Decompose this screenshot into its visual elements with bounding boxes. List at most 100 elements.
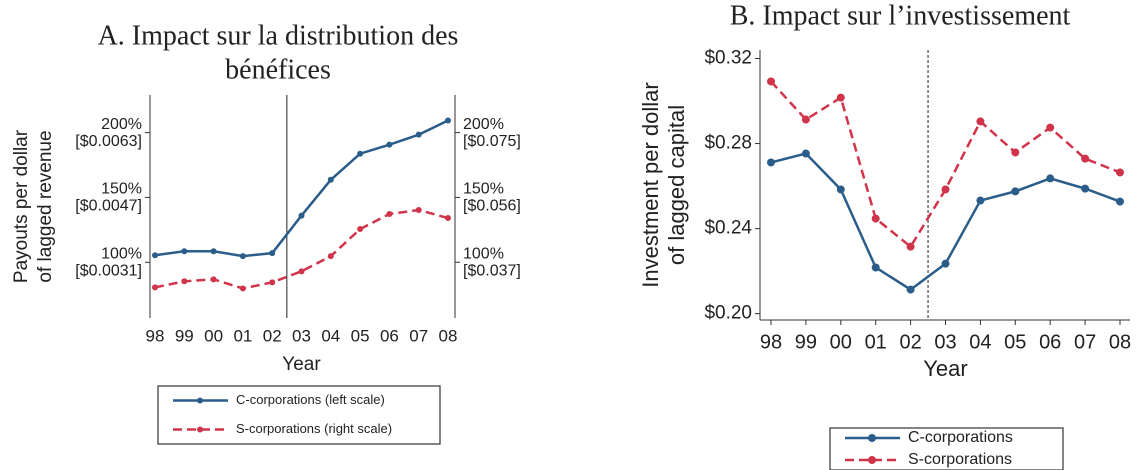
x-tick-label: 98 [146, 326, 165, 345]
y-tick-label: 150% [463, 181, 504, 198]
data-point [801, 149, 810, 158]
y-tick-sublabel: [$0.056] [463, 198, 521, 215]
data-point [327, 176, 334, 183]
data-point [1116, 197, 1124, 206]
y-tick-label: 150% [101, 181, 142, 198]
legend-marker [197, 397, 203, 404]
data-point [836, 93, 845, 102]
x-tick-label: 07 [1074, 331, 1096, 353]
x-tick-label: 08 [1109, 331, 1131, 353]
x-tick-label: 07 [409, 326, 428, 345]
data-point [239, 285, 246, 292]
data-point [1011, 148, 1020, 157]
series-line [770, 152, 1121, 292]
y-axis-label: Payouts per dollar [11, 129, 32, 283]
data-point [767, 77, 775, 86]
data-point [210, 276, 217, 283]
x-tick-label: 05 [351, 326, 370, 345]
data-point [152, 252, 158, 259]
legend-marker [868, 456, 876, 464]
x-tick-label: 99 [795, 331, 817, 353]
y-tick-label: $0.24 [704, 218, 752, 239]
data-point [1046, 123, 1055, 132]
data-point [941, 185, 950, 194]
y-tick-label: $0.20 [704, 303, 752, 324]
data-point [298, 212, 305, 219]
x-tick-label: 00 [204, 326, 223, 345]
y-axis-label: of lagged revenue [35, 130, 56, 282]
legend-marker [868, 434, 876, 442]
x-tick-label: 98 [760, 331, 782, 353]
x-tick-label: 00 [830, 331, 852, 353]
legend-label: S-corporations [908, 451, 1012, 468]
y-tick-label: 200% [463, 116, 504, 133]
y-tick-sublabel: [$0.037] [463, 262, 521, 279]
data-point [415, 131, 422, 138]
x-tick-label: 99 [175, 326, 194, 345]
data-point [298, 268, 305, 275]
y-tick-label: 100% [101, 245, 142, 262]
y-tick-label: 100% [463, 245, 504, 262]
x-tick-label: 04 [321, 326, 340, 345]
x-tick-label: 06 [380, 326, 399, 345]
data-point [357, 150, 364, 157]
x-tick-label: 05 [1004, 331, 1026, 353]
data-point [976, 196, 985, 205]
legend-label: C-corporations (left scale) [236, 392, 385, 407]
data-point [327, 253, 334, 260]
legend-label: S-corporations (right scale) [236, 421, 392, 436]
data-point [1081, 184, 1090, 193]
y-tick-sublabel: [$0.0047] [75, 198, 142, 215]
data-point [386, 211, 393, 218]
x-tick-label: 03 [934, 331, 956, 353]
series-line [154, 119, 449, 258]
y-axis-label: Investment per dollar [638, 82, 663, 287]
data-point [1116, 168, 1124, 177]
data-point [871, 263, 880, 272]
x-tick-label: 01 [233, 326, 252, 345]
data-point [1011, 187, 1020, 196]
x-tick-label: 04 [969, 331, 991, 353]
y-tick-sublabel: [$0.075] [463, 133, 521, 150]
data-point [767, 158, 775, 167]
y-tick-label: $0.32 [704, 48, 752, 69]
x-axis-label: Year [923, 356, 967, 381]
legend-marker [197, 426, 203, 433]
chart-title: B. Impact sur l’investissement [730, 0, 1071, 31]
y-tick-label: 200% [101, 116, 142, 133]
y-tick-label: $0.28 [704, 133, 752, 154]
chart-title: A. Impact sur la distribution des [98, 20, 459, 51]
data-point [239, 253, 246, 260]
series-line [770, 80, 1121, 249]
data-point [941, 259, 950, 268]
data-point [906, 242, 915, 251]
data-point [871, 214, 880, 223]
data-point [906, 285, 915, 294]
legend-box [157, 385, 441, 445]
data-point [445, 117, 451, 124]
data-point [152, 284, 158, 291]
x-tick-label: 06 [1039, 331, 1061, 353]
data-point [357, 226, 364, 233]
data-point [386, 141, 393, 148]
data-point [801, 115, 810, 124]
y-axis-label: of lagged capital [664, 105, 689, 265]
x-tick-label: 08 [439, 326, 458, 345]
legend-label: C-corporations [908, 429, 1013, 446]
y-tick-sublabel: [$0.0063] [75, 133, 142, 150]
legend-box [829, 427, 1064, 470]
data-point [181, 278, 188, 285]
y-tick-sublabel: [$0.0031] [75, 262, 142, 279]
x-axis-label: Year [282, 354, 321, 375]
data-point [415, 207, 422, 214]
data-point [836, 185, 845, 194]
data-point [269, 250, 276, 257]
x-tick-label: 03 [292, 326, 311, 345]
x-tick-label: 01 [865, 331, 887, 353]
data-point [269, 279, 276, 286]
data-point [181, 248, 188, 255]
data-point [445, 215, 451, 222]
data-point [1046, 174, 1055, 183]
data-point [210, 248, 217, 255]
